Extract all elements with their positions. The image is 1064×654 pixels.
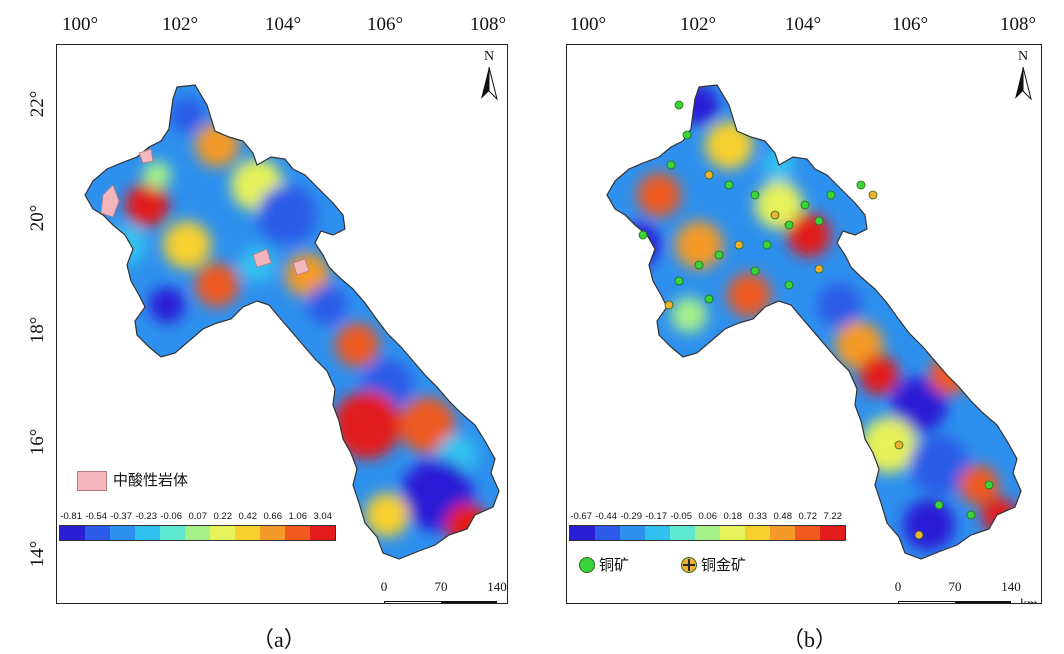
copper-gold-deposit-legend-icon [681,557,697,573]
colorbar-labels-a: -0.81 -0.54 -0.37 -0.23 -0.06 0.07 0.22 … [60,511,332,522]
laos-anomaly-map-a [84,84,500,560]
copper-deposit-marker [966,510,976,520]
intrusion-legend-swatch [77,471,107,491]
copper-deposit-marker [674,100,684,110]
copper-deposit-marker [814,216,824,226]
copper-deposit-marker [674,276,684,286]
colorbar-a [59,525,336,541]
x-tick-100: 100° [569,14,607,35]
map-panel-a: 100° 102° 104° 106° 108° 22° 20° 18° 16°… [0,12,510,608]
copper-deposit-legend-icon [579,557,595,573]
copper-gold-deposit-marker [664,300,674,310]
colorbar-segment [670,526,695,540]
copper-deposit-marker [638,230,648,240]
colorbar-segment [285,526,310,540]
x-tick-108: 108° [999,14,1037,35]
x-tick-104: 104° [784,14,822,35]
copper-deposit-legend-label: 铜矿 [599,556,630,574]
laos-anomaly-map-b [606,84,1022,560]
copper-gold-deposit-marker [704,170,714,180]
colorbar-labels-b: -0.67 -0.44 -0.29 -0.17 -0.05 0.06 0.18 … [570,511,842,522]
copper-gold-deposit-marker [770,210,780,220]
x-tick-104: 104° [264,14,302,35]
copper-deposit-marker [714,250,724,260]
copper-deposit-marker [750,190,760,200]
copper-deposit-marker [856,180,866,190]
colorbar-segment [110,526,135,540]
north-arrow-icon [1015,66,1032,101]
copper-deposit-marker [750,266,760,276]
y-tick-16: 16° [27,428,48,456]
x-tick-100: 100° [61,14,99,35]
map-panel-b: 100° 102° 104° 106° 108° 22° 20° 18° 16°… [538,12,1048,608]
colorbar-segment [820,526,845,540]
copper-gold-deposit-legend-label: 铜金矿 [701,556,747,574]
copper-deposit-marker [826,190,836,200]
copper-deposit-marker [934,500,944,510]
colorbar-segment [310,526,335,540]
colorbar-segment [595,526,620,540]
colorbar-segment [210,526,235,540]
colorbar-segment [135,526,160,540]
deposit-markers [638,100,994,540]
copper-deposit-marker [784,280,794,290]
copper-gold-deposit-marker [914,530,924,540]
x-tick-102: 102° [161,14,199,35]
copper-deposit-marker [784,220,794,230]
north-arrow-icon [481,66,498,101]
colorbar-segment [260,526,285,540]
colorbar-segment [620,526,645,540]
copper-deposit-marker [704,294,714,304]
north-arrow: N [477,49,501,105]
y-tick-18: 18° [27,316,48,344]
copper-deposit-marker [682,130,692,140]
colorbar-segment [235,526,260,540]
colorbar-segment [770,526,795,540]
copper-deposit-marker [762,240,772,250]
intrusion-legend-label: 中酸性岩体 [113,471,189,489]
y-tick-14: 14° [27,540,48,568]
copper-deposit-marker [724,180,734,190]
colorbar-segment [645,526,670,540]
colorbar-segment [60,526,85,540]
copper-gold-deposit-marker [894,440,904,450]
north-arrow: N [1011,49,1035,105]
caption-a: （a） [252,627,306,652]
x-tick-106: 106° [891,14,929,35]
colorbar-segment [185,526,210,540]
caption-b: （b） [782,627,838,652]
x-tick-102: 102° [679,14,717,35]
copper-deposit-marker [800,200,810,210]
colorbar-segment [570,526,595,540]
colorbar-b [569,525,846,541]
x-tick-106: 106° [366,14,404,35]
colorbar-segment [85,526,110,540]
copper-gold-deposit-marker [734,240,744,250]
copper-deposit-marker [984,480,994,490]
colorbar-segment [160,526,185,540]
x-tick-108: 108° [469,14,507,35]
copper-gold-deposit-marker [814,264,824,274]
map-frame-b: N -0.67 -0.44 -0.29 -0.17 -0.05 0.06 0.1… [566,44,1042,604]
copper-deposit-marker [666,160,676,170]
y-tick-20: 20° [27,204,48,232]
colorbar-segment [695,526,720,540]
intrusion-patch [100,184,120,218]
y-tick-22: 22° [27,90,48,118]
colorbar-segment [720,526,745,540]
colorbar-segment [795,526,820,540]
copper-gold-deposit-marker [868,190,878,200]
map-frame-a: N 中酸性岩体 -0.81 -0.54 -0.37 -0.23 -0.06 0.… [56,44,508,604]
copper-deposit-marker [694,260,704,270]
colorbar-segment [745,526,770,540]
